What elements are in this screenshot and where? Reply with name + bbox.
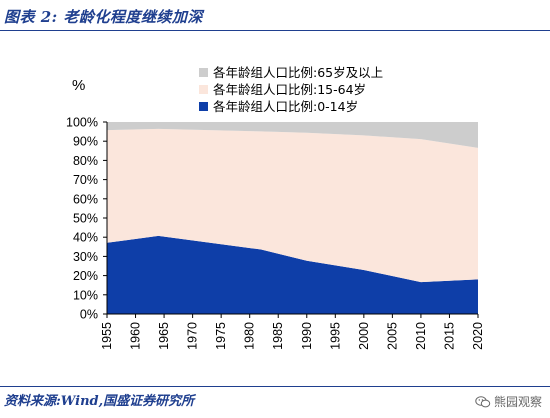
legend-label: 各年龄组人口比例:15-64岁 — [213, 82, 366, 97]
legend-item-0-14: 各年龄组人口比例:0-14岁 — [199, 99, 358, 114]
y-axis-label: % — [72, 77, 85, 94]
x-tick-label: 1995 — [328, 322, 342, 350]
source-note: 资料来源:Wind,国盛证券研究所 — [4, 394, 195, 409]
x-tick-label: 2005 — [385, 322, 399, 350]
source-divider — [0, 386, 550, 387]
legend-label: 各年龄组人口比例:0-14岁 — [213, 99, 358, 114]
x-tick-label: 1990 — [300, 322, 314, 350]
area-age-15-64 — [107, 128, 478, 283]
y-tick-label: 20% — [73, 269, 98, 283]
x-tick-label: 2000 — [357, 322, 371, 350]
watermark: 熊园观察 — [475, 393, 542, 410]
legend-item-15-64: 各年龄组人口比例:15-64岁 — [199, 82, 366, 97]
title-divider — [0, 30, 550, 31]
plot-areas — [107, 122, 478, 314]
y-tick-label: 40% — [73, 231, 98, 245]
y-tick-label: 80% — [73, 154, 98, 168]
y-axis: 0% 10% 20% 30% 40% 50% 60% 70% 80% 90% 100% — [66, 116, 108, 322]
y-tick-label: 70% — [73, 173, 98, 187]
x-tick-label: 2010 — [414, 322, 428, 350]
y-tick-label: 50% — [73, 212, 98, 226]
legend-swatch — [199, 68, 208, 77]
watermark-text: 熊园观察 — [493, 395, 542, 409]
y-tick-label: 0% — [80, 308, 98, 322]
x-tick-label: 1960 — [129, 322, 143, 350]
x-tick-label: 1970 — [186, 322, 200, 350]
y-tick-label: 30% — [73, 250, 98, 264]
legend-label: 各年龄组人口比例:65岁及以上 — [213, 65, 383, 80]
wechat-icon — [475, 395, 491, 407]
x-tick-label: 1985 — [271, 322, 285, 350]
legend-item-65-plus: 各年龄组人口比例:65岁及以上 — [199, 65, 383, 80]
figure-title: 图表 2: 老龄化程度继续加深 — [4, 8, 203, 26]
y-tick-label: 90% — [73, 135, 98, 149]
x-tick-label: 1975 — [214, 322, 228, 350]
area-age-0-14 — [107, 235, 478, 314]
x-tick-label: 1980 — [243, 322, 257, 350]
x-tick-label: 2020 — [471, 322, 485, 350]
y-tick-label: 100% — [66, 116, 98, 130]
legend: 各年龄组人口比例:65岁及以上各年龄组人口比例:15-64岁各年龄组人口比例:0… — [199, 65, 383, 114]
x-tick-label: 1955 — [100, 322, 114, 350]
population-age-chart: 各年龄组人口比例:65岁及以上各年龄组人口比例:15-64岁各年龄组人口比例:0… — [66, 65, 485, 350]
area-age-65-plus — [107, 122, 478, 148]
x-tick-label: 1965 — [157, 322, 171, 350]
legend-swatch — [199, 85, 208, 94]
y-tick-label: 60% — [73, 192, 98, 206]
x-tick-label: 2015 — [442, 322, 456, 350]
x-axis: 1955 1960 1965 1970 1975 1980 1985 1990 1995 2000… — [100, 313, 485, 350]
legend-swatch — [199, 102, 208, 111]
y-tick-label: 10% — [73, 288, 98, 302]
